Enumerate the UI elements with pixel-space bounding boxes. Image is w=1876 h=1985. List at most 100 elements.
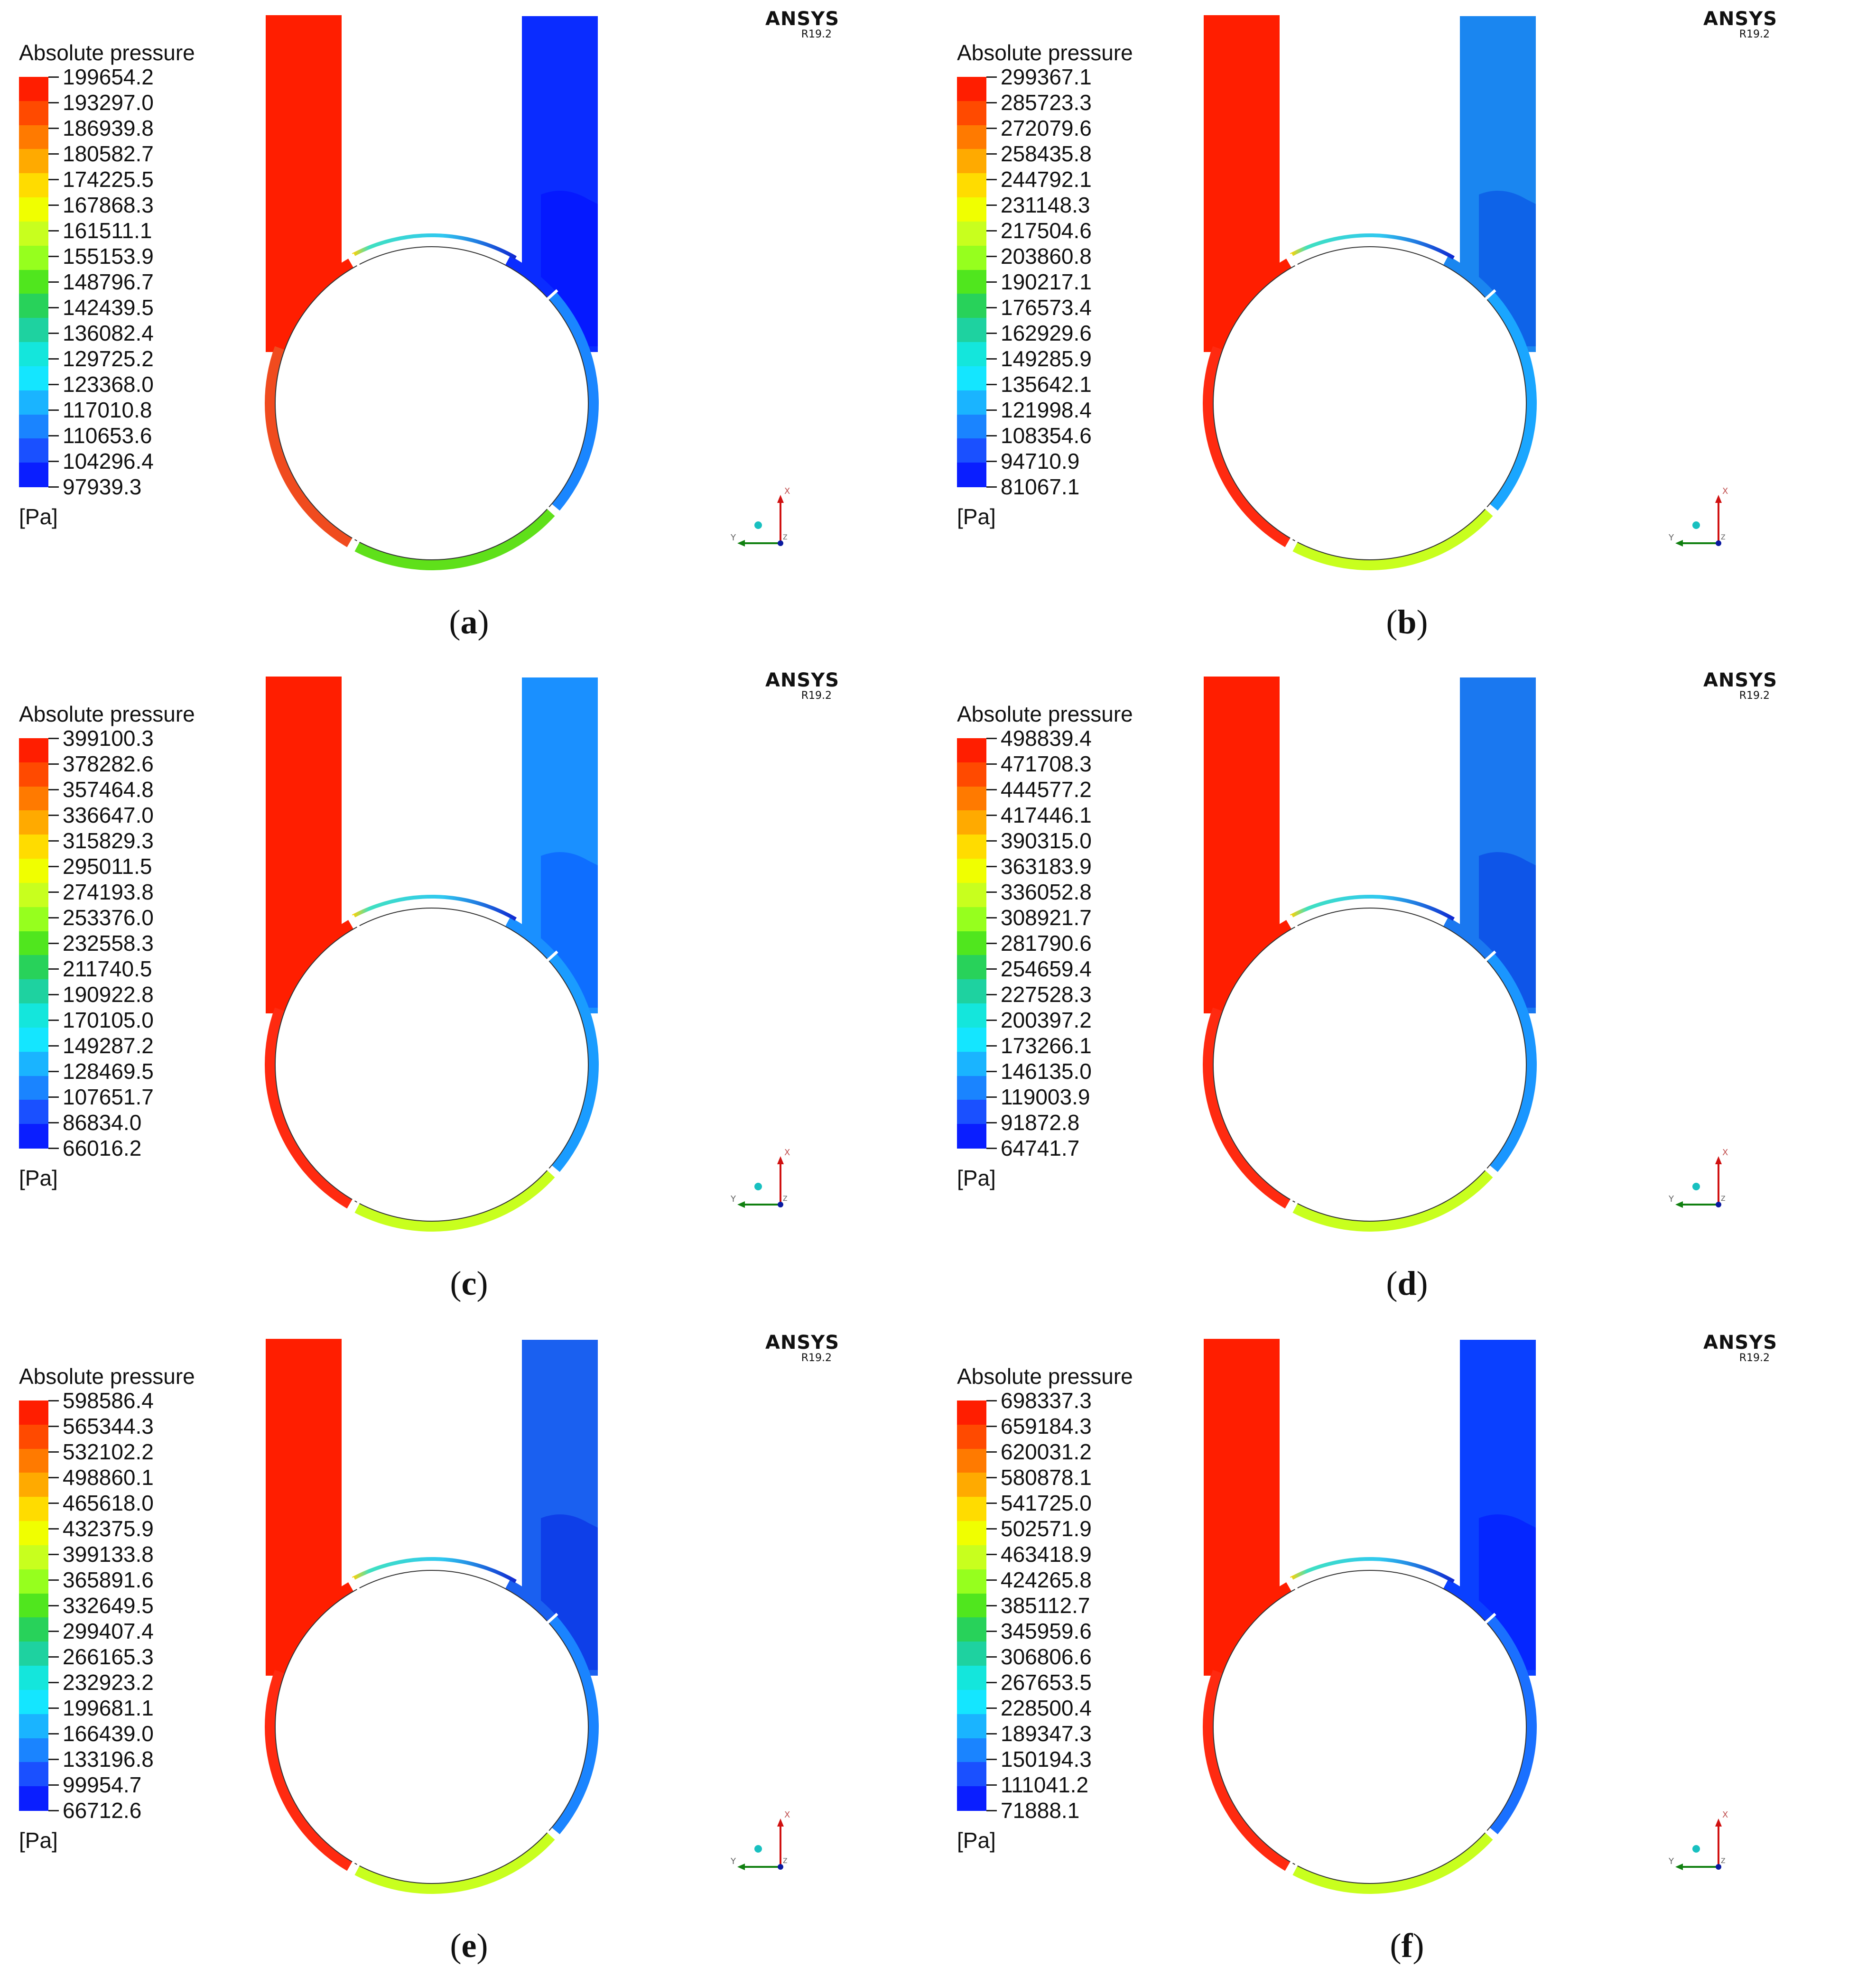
panel-d: Absolute pressure 498839.4 471708.3 444577.… <box>938 661 1876 1323</box>
legend-tick-mark <box>986 994 997 995</box>
colorbar-band <box>957 1569 986 1594</box>
legend-tick-mark <box>48 1503 59 1504</box>
z-axis-dot <box>778 1202 783 1207</box>
legend-title: Absolute pressure <box>19 1364 195 1389</box>
vane-separator <box>1289 540 1298 553</box>
legend-tick-label: 71888.1 <box>1001 1798 1080 1823</box>
right-upper-arc-sector <box>505 256 556 299</box>
ansys-logo: ANSYS R19.2 <box>765 1332 840 1364</box>
legend-tick-mark <box>48 866 59 867</box>
legend-tick-label: 471708.3 <box>1001 751 1092 776</box>
ansys-brand: ANSYS <box>1703 669 1778 691</box>
colorbar-band <box>19 245 48 270</box>
legend-title: Absolute pressure <box>957 40 1133 65</box>
right-upper-arc-sector <box>505 1579 556 1623</box>
colorbar-band <box>19 366 48 391</box>
z-axis-label: Z <box>1721 1195 1726 1203</box>
vane-separator <box>1484 950 1496 962</box>
legend-tick-mark <box>48 1605 59 1606</box>
legend-tick-label: 121998.4 <box>1001 398 1092 422</box>
colorbar-band <box>957 1473 986 1498</box>
legend-tick-mark <box>48 1477 59 1478</box>
vane-separator <box>1484 506 1496 518</box>
vane-separator <box>1484 1613 1496 1624</box>
colorbar-band <box>19 1617 48 1642</box>
bottom-arc-sector <box>353 508 556 570</box>
colorbar-band <box>957 390 986 415</box>
triad-sphere-icon <box>1692 1845 1700 1853</box>
legend-tick-label: 267653.5 <box>1001 1670 1092 1695</box>
triad-sphere-icon <box>754 521 762 529</box>
legend-tick-label: 399100.3 <box>63 726 154 751</box>
legend-tick-mark <box>986 281 997 283</box>
colorbar-band <box>19 173 48 198</box>
legend-tick-mark <box>48 917 59 918</box>
legend-tick-mark <box>986 840 997 842</box>
colorbar-band <box>19 835 48 860</box>
legend-tick-label: 136082.4 <box>63 321 154 345</box>
legend-tick-label: 66016.2 <box>63 1136 142 1160</box>
legend-tick-label: 299407.4 <box>63 1619 154 1643</box>
legend-tick-mark <box>48 1071 59 1072</box>
right-arc-sector <box>1486 1615 1537 1835</box>
legend-tick-label: 258435.8 <box>1001 141 1092 166</box>
legend-tick-mark <box>48 461 59 462</box>
colorbar <box>19 1401 48 1811</box>
colorbar-band <box>19 438 48 464</box>
legend-tick-mark <box>48 230 59 232</box>
colorbar-band <box>19 1545 48 1570</box>
triad-sphere-icon <box>1692 1183 1700 1190</box>
legend-tick-label: 148796.7 <box>63 269 154 294</box>
legend-tick-label: 150194.3 <box>1001 1747 1092 1772</box>
legend-tick-mark <box>48 435 59 436</box>
legend-tick-mark <box>986 358 997 360</box>
legend-tick-label: 86834.0 <box>63 1110 142 1135</box>
legend-tick-mark <box>986 1554 997 1555</box>
legend-tick-mark <box>48 1631 59 1632</box>
legend-tick-label: 498860.1 <box>63 1465 154 1490</box>
legend-tick-label: 149285.9 <box>1001 346 1092 371</box>
colorbar-band <box>957 1689 986 1715</box>
legend-tick-mark <box>986 153 997 155</box>
pressure-contour-geometry <box>265 15 599 570</box>
right-arc-sector <box>548 291 599 511</box>
colorbar-band <box>957 318 986 343</box>
right-upper-arc-sector <box>1443 1579 1494 1623</box>
colorbar-band <box>19 882 48 908</box>
legend-tick-mark <box>48 333 59 334</box>
colorbar-band <box>19 1401 48 1425</box>
colorbar-band <box>19 1100 48 1125</box>
colorbar-band <box>19 294 48 319</box>
legend-tick-label: 231148.3 <box>1001 193 1090 217</box>
caption-letter: d <box>1397 1264 1417 1302</box>
bottom-arc-sector <box>1291 1169 1494 1232</box>
legend-tick-mark <box>986 943 997 944</box>
legend-tick-label: 281790.6 <box>1001 931 1092 955</box>
colorbar-band <box>19 786 48 811</box>
colorbar-band <box>957 786 986 811</box>
colorbar-band <box>19 1027 48 1052</box>
legend-tick-mark <box>986 102 997 103</box>
legend-tick-label: 94710.9 <box>1001 449 1080 473</box>
ansys-version: R19.2 <box>1739 28 1770 40</box>
colorbar-band <box>957 294 986 319</box>
legend-tick-mark <box>986 866 997 867</box>
legend-tick-label: 129725.2 <box>63 346 154 371</box>
legend-tick-mark <box>986 763 997 765</box>
legend-tick-mark <box>986 409 997 411</box>
legend-title: Absolute pressure <box>957 1364 1133 1389</box>
legend-unit: [Pa] <box>19 1828 58 1853</box>
panel-e: Absolute pressure 598586.4 565344.3 532102.… <box>0 1324 938 1985</box>
legend-tick-label: 97939.3 <box>63 474 142 499</box>
caption-open: ( <box>1386 1264 1398 1302</box>
legend-tick-label: 99954.7 <box>63 1772 142 1797</box>
legend-tick-label: 166439.0 <box>63 1721 154 1746</box>
left-upper-arc-sector <box>1213 920 1291 1011</box>
right-arc-sector <box>1486 953 1537 1172</box>
z-axis-label: Z <box>783 1857 788 1865</box>
colorbar-band <box>19 1569 48 1594</box>
colorbar-band <box>957 245 986 270</box>
ansys-brand: ANSYS <box>765 1332 840 1354</box>
legend-tick-mark <box>48 1810 59 1811</box>
colorbar-band <box>19 1714 48 1739</box>
